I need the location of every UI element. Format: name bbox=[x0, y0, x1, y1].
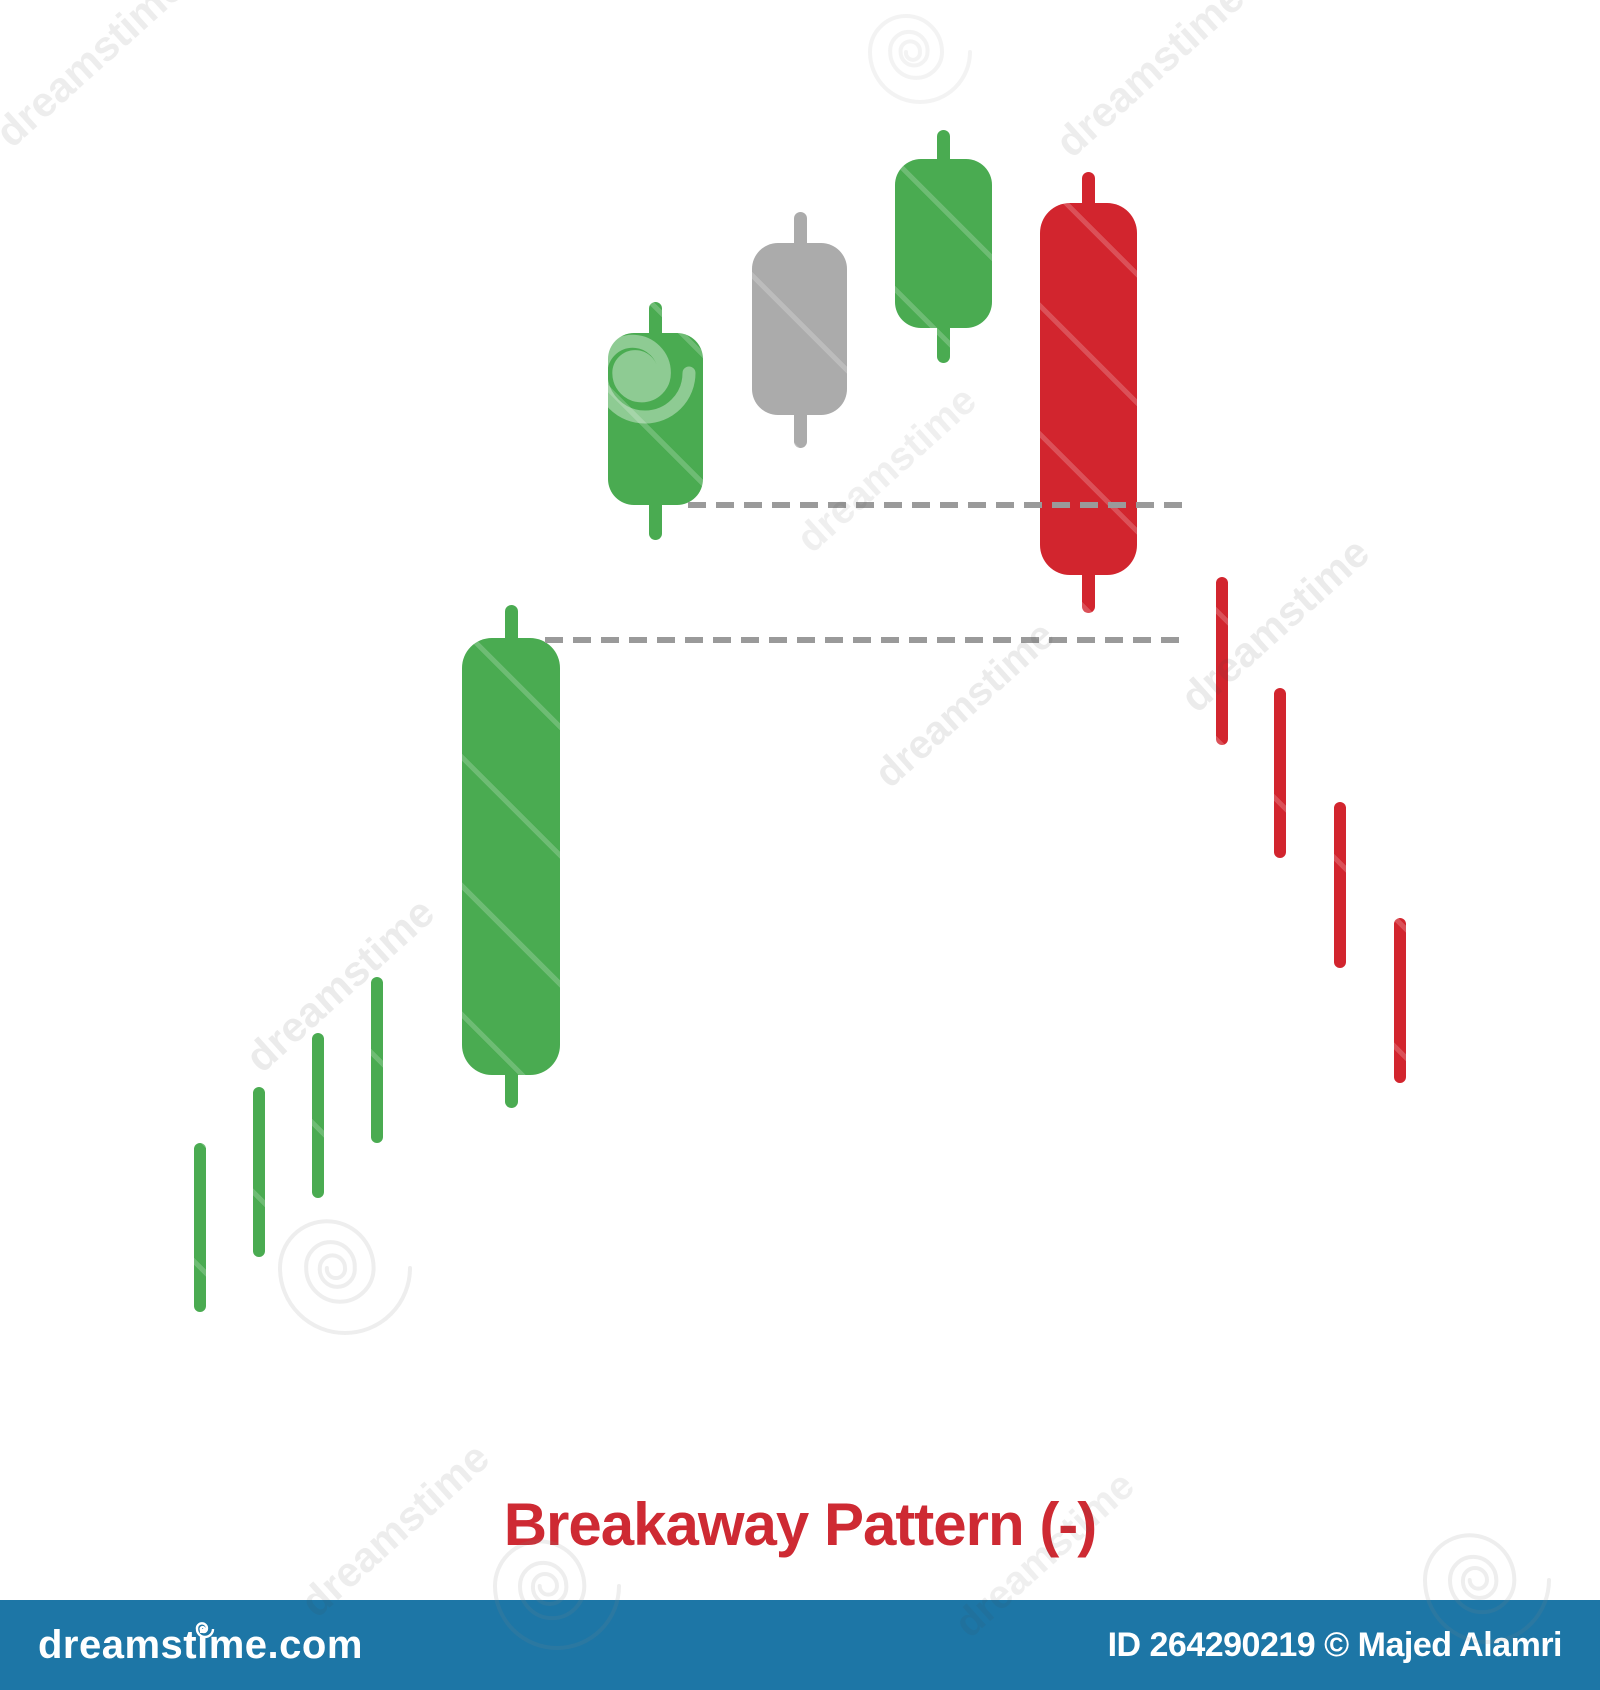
watermark-text: dreamstime bbox=[236, 888, 443, 1081]
candle-body bbox=[608, 333, 703, 505]
candle-body bbox=[462, 638, 560, 1075]
candle-body bbox=[752, 243, 847, 415]
trend-mark bbox=[194, 1143, 206, 1312]
dashed-level-line bbox=[545, 637, 1185, 643]
watermark-text: dreamstime bbox=[0, 0, 193, 156]
credit-text: ID 264290219 © Majed Alamri bbox=[1107, 1625, 1563, 1664]
trend-mark bbox=[1274, 688, 1286, 858]
brand-i-spiral-icon bbox=[195, 1621, 215, 1638]
trend-mark bbox=[253, 1087, 265, 1257]
trend-mark bbox=[312, 1033, 324, 1198]
pattern-title: Breakaway Pattern (-) bbox=[503, 1491, 1098, 1558]
brand-spiral-icon bbox=[190, 1607, 220, 1652]
candle-body bbox=[1040, 203, 1137, 575]
trend-mark bbox=[371, 977, 383, 1143]
dashed-level-line bbox=[688, 502, 1185, 508]
watermark-text: dreamstime bbox=[1046, 0, 1253, 166]
candle-body bbox=[895, 159, 992, 328]
trend-mark bbox=[1394, 918, 1406, 1083]
footer-bar: dreamstime.com ID 264290219 © Majed Alam… bbox=[0, 1600, 1600, 1690]
trend-mark bbox=[1334, 802, 1346, 968]
brand-logo: dreamstime.com bbox=[38, 1621, 363, 1668]
trend-mark bbox=[1216, 577, 1228, 745]
